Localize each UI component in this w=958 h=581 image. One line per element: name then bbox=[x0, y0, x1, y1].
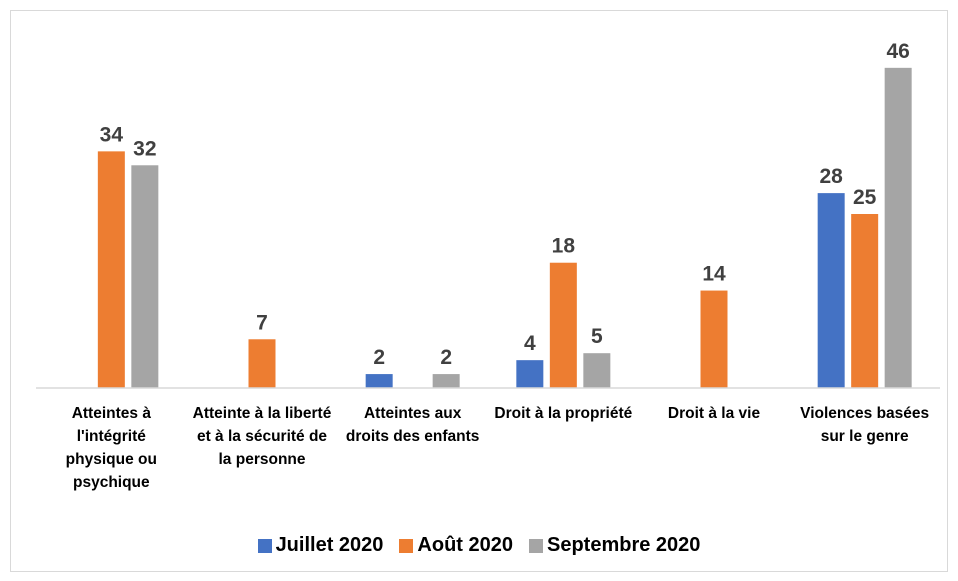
data-label: 7 bbox=[256, 311, 268, 334]
data-label: 28 bbox=[819, 165, 843, 188]
bar bbox=[817, 193, 845, 388]
x-tick-label: Droit à la vie bbox=[667, 405, 761, 422]
data-label: 4 bbox=[524, 332, 536, 355]
x-tick-label: Droit à la propriété bbox=[494, 405, 633, 422]
data-label: 25 bbox=[853, 186, 877, 209]
bar bbox=[97, 151, 125, 388]
bar bbox=[700, 290, 728, 388]
data-label: 2 bbox=[440, 346, 452, 369]
x-tick-label: Atteinte à la liberté et à la sécurité d… bbox=[192, 405, 332, 468]
legend-item: Septembre 2020 bbox=[529, 534, 700, 557]
x-tick-label: Atteintes à l'intégrité physique ou psyc… bbox=[65, 405, 157, 491]
bar bbox=[549, 262, 577, 388]
chart-border bbox=[10, 10, 948, 572]
data-label: 2 bbox=[373, 346, 385, 369]
data-label: 32 bbox=[133, 137, 156, 160]
data-label: 34 bbox=[100, 123, 124, 146]
legend: Juillet 2020 Août 2020 Septembre 2020 bbox=[0, 534, 958, 557]
legend-label: Juillet 2020 bbox=[275, 534, 384, 556]
x-tick-label: Violences basées sur le genre bbox=[800, 405, 930, 445]
bar bbox=[131, 165, 159, 388]
legend-swatch bbox=[257, 538, 272, 553]
x-tick-label: Atteintes aux droits des enfants bbox=[345, 405, 480, 445]
bar bbox=[432, 374, 460, 388]
bar bbox=[851, 214, 879, 388]
bar bbox=[365, 374, 393, 388]
bar bbox=[516, 360, 544, 388]
legend-swatch bbox=[399, 538, 414, 553]
bar bbox=[248, 339, 276, 388]
bar bbox=[884, 67, 912, 388]
data-label: 46 bbox=[886, 40, 909, 63]
data-label: 14 bbox=[702, 263, 726, 286]
data-label: 18 bbox=[552, 235, 576, 258]
legend-item: Juillet 2020 bbox=[257, 534, 384, 557]
legend-swatch bbox=[529, 538, 543, 553]
legend-label: Août 2020 bbox=[417, 534, 513, 556]
data-label: 5 bbox=[591, 325, 603, 348]
legend-item: Août 2020 bbox=[399, 534, 513, 557]
legend-label: Septembre 2020 bbox=[547, 534, 701, 556]
bar bbox=[583, 353, 611, 388]
